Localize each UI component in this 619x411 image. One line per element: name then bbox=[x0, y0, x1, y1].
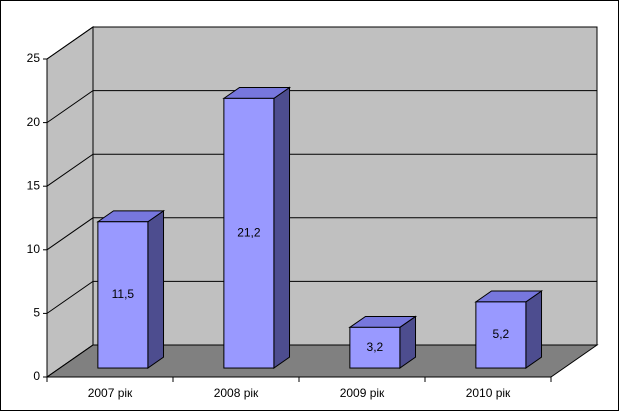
bar bbox=[349, 326, 401, 369]
y-tick-label: 0 bbox=[33, 369, 40, 383]
bar bbox=[97, 221, 149, 369]
value-label: 11,5 bbox=[112, 287, 135, 301]
grid-line bbox=[46, 26, 597, 60]
x-tick-label: 2008 рік bbox=[214, 386, 259, 400]
x-tick-label: 2007 рік bbox=[88, 386, 133, 400]
x-tick-label: 2010 рік bbox=[466, 386, 511, 400]
bar-side bbox=[147, 209, 165, 369]
x-tick-label: 2009 рік bbox=[340, 386, 385, 400]
y-tick-label: 15 bbox=[27, 178, 41, 192]
value-label: 21,2 bbox=[237, 225, 261, 239]
value-label: 3,2 bbox=[367, 340, 384, 354]
grid-line bbox=[46, 344, 597, 378]
value-label: 5,2 bbox=[493, 327, 510, 341]
grid-line bbox=[46, 217, 597, 251]
y-tick-label: 10 bbox=[27, 242, 41, 256]
bar-side bbox=[273, 86, 291, 369]
grid-line bbox=[46, 153, 597, 187]
y-tick-label: 20 bbox=[27, 115, 41, 129]
bar bbox=[475, 301, 527, 369]
side-wall bbox=[46, 26, 94, 378]
y-tick-label: 5 bbox=[33, 306, 40, 320]
y-tick-label: 25 bbox=[27, 51, 41, 65]
bar-side bbox=[525, 290, 543, 369]
grid-line bbox=[46, 90, 597, 124]
grid-line bbox=[46, 280, 597, 314]
bar bbox=[223, 97, 275, 369]
